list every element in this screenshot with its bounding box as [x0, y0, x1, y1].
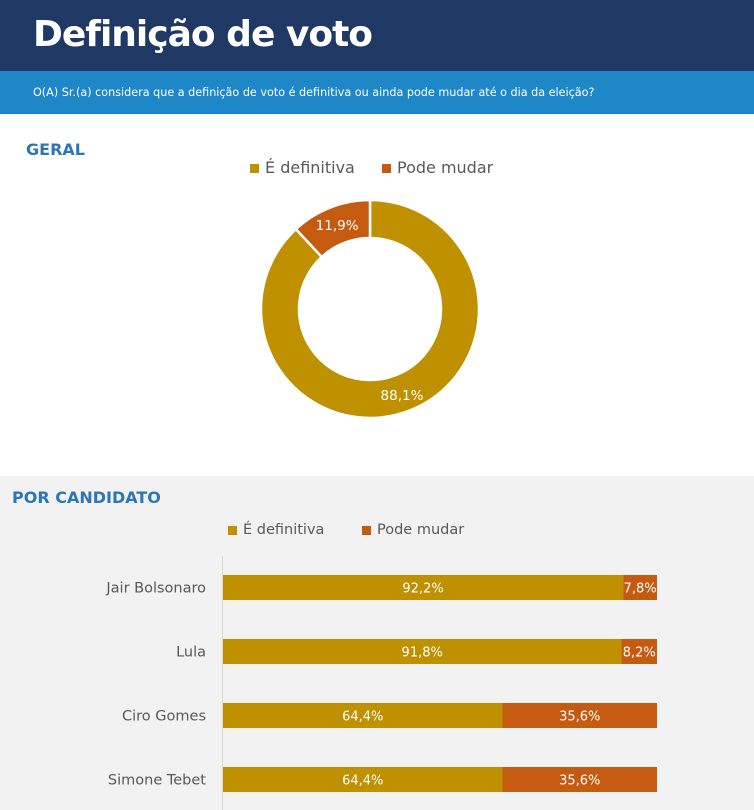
legend-label-pode-mudar: Pode mudar [397, 158, 494, 177]
bar-label-jair-bolsonaro-definitiva: 92,2% [402, 582, 443, 597]
bar-simone-tebet-definitiva [223, 767, 503, 792]
bar-jair-bolsonaro-definitiva [223, 575, 624, 600]
category-label-simone-tebet: Simone Tebet [108, 773, 206, 789]
question-band: O(A) Sr.(a) considera que a definição de… [0, 71, 754, 114]
geral-legend-pode-mudar: Pode mudar [382, 158, 493, 178]
candidate-legend-pode-mudar: Pode mudar [362, 520, 464, 540]
candidate-title: POR CANDIDATO [12, 488, 161, 507]
category-label-lula: Lula [176, 645, 206, 661]
bar-lula-definitiva [223, 639, 622, 664]
legend-label-definitiva: É definitiva [243, 522, 325, 538]
bar-simone-tebet-pode-mudar [502, 767, 657, 792]
geral-title: GERAL [26, 140, 85, 159]
legend-swatch-definitiva [228, 525, 237, 535]
donut-slice-pode-mudar [294, 198, 372, 259]
candidate-section: POR CANDIDATO É definitiva Pode mudar Ja… [0, 476, 754, 810]
geral-legend-definitiva: É definitiva [250, 158, 355, 178]
geral-section: GERAL É definitiva Pode mudar 88,1% 11,9% [0, 114, 754, 476]
category-label-ciro-gomes: Ciro Gomes [122, 709, 206, 725]
bar-label-ciro-gomes-definitiva: 64,4% [342, 710, 383, 725]
question-text: O(A) Sr.(a) considera que a definição de… [33, 86, 595, 99]
bar-ciro-gomes-definitiva [223, 703, 503, 728]
legend-label-pode-mudar: Pode mudar [377, 522, 465, 538]
bar-label-lula-definitiva: 91,8% [402, 646, 443, 661]
bar-label-ciro-gomes-pode-mudar: 35,6% [559, 710, 600, 725]
bar-label-simone-tebet-pode-mudar: 35,6% [559, 774, 600, 789]
candidate-legend-definitiva: É definitiva [228, 520, 324, 540]
bar-jair-bolsonaro-pode-mudar [623, 575, 657, 600]
donut-chart: 88,1% 11,9% [259, 198, 481, 420]
bar-ciro-gomes-pode-mudar [502, 703, 657, 728]
bar-label-jair-bolsonaro-pode-mudar: 7,8% [624, 582, 657, 597]
page-title: Definição de voto [33, 14, 373, 55]
stacked-bar-chart: Jair Bolsonaro 92,2% 7,8% Lula 91,8% 8,2% Ciro… [105, 575, 657, 792]
bar-lula-pode-mudar [621, 639, 657, 664]
bar-label-lula-pode-mudar: 8,2% [623, 646, 656, 661]
header-banner: Definição de voto [0, 0, 754, 71]
category-label-jair-bolsonaro: Jair Bolsonaro [105, 581, 206, 597]
bar-label-simone-tebet-definitiva: 64,4% [342, 774, 383, 789]
donut-label-definitiva: 88,1% [381, 388, 424, 404]
legend-swatch-definitiva [250, 163, 259, 173]
donut-slice-definitiva [259, 198, 481, 420]
legend-swatch-pode-mudar [362, 525, 371, 535]
donut-label-pode-mudar: 11,9% [316, 218, 359, 234]
legend-label-definitiva: É definitiva [265, 158, 355, 177]
legend-swatch-pode-mudar [382, 163, 391, 173]
category-axis-line [222, 556, 223, 810]
